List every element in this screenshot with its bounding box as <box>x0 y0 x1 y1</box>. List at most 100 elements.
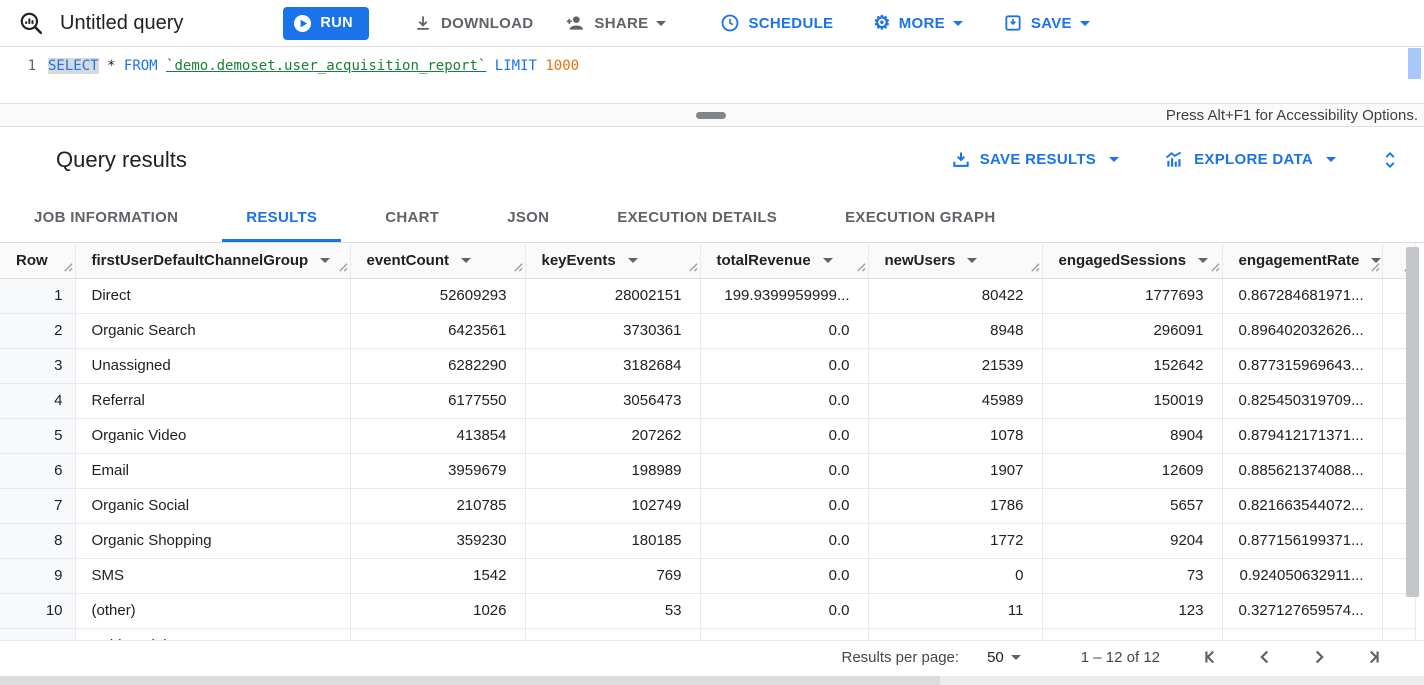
column-header-Row[interactable]: Row <box>0 243 76 279</box>
next-page-button[interactable] <box>1308 646 1330 668</box>
table-cell: 207262 <box>525 418 701 454</box>
sql-editor[interactable]: 1 SELECT * FROM `demo.demoset.user_acqui… <box>0 47 1424 103</box>
table-cell: 1.0 <box>1222 628 1383 640</box>
explore-data-label: EXPLORE DATA <box>1194 151 1313 168</box>
table-cell: 198989 <box>525 453 701 489</box>
table-cell: 15 <box>1042 628 1223 640</box>
row-number-cell: 8 <box>0 523 76 559</box>
column-header-newUsers[interactable]: newUsers <box>868 243 1043 279</box>
query-magnifier-icon <box>20 12 43 35</box>
tab-json[interactable]: JSON <box>507 208 550 226</box>
results-title: Query results <box>56 146 187 172</box>
page-size-select[interactable]: 50 <box>987 649 1021 666</box>
column-menu-caret-icon[interactable] <box>967 257 978 263</box>
table-cell: 937 <box>350 628 526 640</box>
table-cell: 12609 <box>1042 453 1223 489</box>
column-header-engagedSessions[interactable]: engagedSessions <box>1042 243 1223 279</box>
person-add-icon <box>567 16 584 30</box>
explore-data-button[interactable]: EXPLORE DATA <box>1163 150 1336 170</box>
chevron-down-icon <box>1079 20 1090 26</box>
table-cell: Direct <box>75 278 351 314</box>
table-row: 5 Organic Video 413854 207262 0.0 1078 8904 0.8… <box>0 418 1416 454</box>
table-cell: 52609293 <box>350 278 526 314</box>
save-button[interactable]: SAVE <box>1003 13 1090 33</box>
horizontal-scrollbar-thumb[interactable] <box>0 676 940 685</box>
editor-scrollbar-thumb[interactable] <box>1408 48 1421 79</box>
table-cell: 123 <box>1042 593 1223 629</box>
column-menu-caret-icon[interactable] <box>822 257 833 263</box>
table-cell: 3056473 <box>525 383 701 419</box>
column-resize-handle-icon[interactable] <box>1209 261 1220 272</box>
table-cell: 3182684 <box>525 348 701 384</box>
column-resize-handle-icon[interactable] <box>337 261 348 272</box>
run-button[interactable]: RUN <box>283 6 370 40</box>
table-cell: 199.9399959999... <box>700 278 869 314</box>
table-row: 4 Referral 6177550 3056473 0.0 45989 150019 0.8… <box>0 383 1416 419</box>
column-header-totalRevenue[interactable]: totalRevenue <box>700 243 869 279</box>
table-cell: 413854 <box>350 418 526 454</box>
column-resize-handle-icon[interactable] <box>687 261 698 272</box>
column-menu-caret-icon[interactable] <box>320 257 331 263</box>
table-header-row: Row firstUserDefaultChannelGroup eventCoun… <box>0 243 1416 279</box>
column-header-firstUserDefaultChannelGroup[interactable]: firstUserDefaultChannelGroup <box>75 243 351 279</box>
table-cell: 73 <box>1042 558 1223 594</box>
column-resize-handle-icon[interactable] <box>62 261 73 272</box>
first-page-button[interactable] <box>1200 646 1222 668</box>
table-cell: 0.0 <box>700 558 869 594</box>
save-results-button[interactable]: SAVE RESULTS <box>951 150 1120 170</box>
chevron-right-icon <box>1315 650 1324 664</box>
tab-results[interactable]: RESULTS <box>212 192 351 242</box>
sql-table-reference-link[interactable]: `demo.demoset.user_acquisition_report` <box>166 58 487 74</box>
sql-code-line[interactable]: SELECT * FROM `demo.demoset.user_acquisi… <box>48 56 579 76</box>
column-header-engagementRate[interactable]: engagementRate <box>1222 243 1383 279</box>
table-cell: 0.0 <box>700 313 869 349</box>
previous-page-button[interactable] <box>1254 646 1276 668</box>
download-icon <box>417 16 429 30</box>
table-cell: 0.885621374088... <box>1222 453 1383 489</box>
column-label: keyEvents <box>541 251 616 269</box>
query-toolbar: Untitled query RUN DOWNLOAD SHARE <box>0 0 1424 47</box>
column-menu-caret-icon[interactable] <box>1371 257 1381 263</box>
table-cell: 0.0 <box>700 453 869 489</box>
download-button[interactable]: DOWNLOAD <box>413 13 533 33</box>
table-cell: 180185 <box>525 523 701 559</box>
page-range-label: 1 – 12 of 12 <box>1080 648 1160 666</box>
share-button[interactable]: SHARE <box>565 13 667 33</box>
chevron-down-icon <box>656 20 667 26</box>
table-cell: 53 <box>525 593 701 629</box>
table-cell: 0.924050632911... <box>1222 558 1383 594</box>
table-row: 8 Organic Shopping 359230 180185 0.0 1772 9204… <box>0 523 1416 559</box>
table-cell-stub <box>1382 593 1416 629</box>
sql-star: * <box>107 58 116 74</box>
column-resize-handle-icon[interactable] <box>512 261 523 272</box>
table-cell-stub <box>1382 628 1416 640</box>
expand-panel-button[interactable] <box>1380 149 1400 171</box>
column-menu-caret-icon[interactable] <box>461 257 471 263</box>
table-row: 6 Email 3959679 198989 0.0 1907 12609 0.8856213… <box>0 453 1416 489</box>
table-cell: 769 <box>525 558 701 594</box>
tab-job-information[interactable]: JOB INFORMATION <box>34 208 179 226</box>
column-resize-handle-icon[interactable] <box>1369 261 1380 272</box>
column-menu-caret-icon[interactable] <box>627 257 638 263</box>
column-header-eventCount[interactable]: eventCount <box>350 243 526 279</box>
table-row: 1 Direct 52609293 28002151 199.9399959999...… <box>0 278 1416 314</box>
column-resize-handle-icon[interactable] <box>1029 261 1040 272</box>
panel-resize-handle[interactable] <box>696 112 726 119</box>
table-cell: 45989 <box>868 383 1043 419</box>
more-button[interactable]: ⚙ MORE <box>873 14 963 33</box>
column-menu-caret-icon[interactable] <box>1198 257 1209 263</box>
last-page-button[interactable] <box>1362 646 1384 668</box>
tab-execution-details[interactable]: EXECUTION DETAILS <box>617 208 778 226</box>
row-number-cell: 9 <box>0 558 76 594</box>
table-cell: 1026 <box>350 593 526 629</box>
tab-execution-graph[interactable]: EXECUTION GRAPH <box>845 208 996 226</box>
table-cell: Unassigned <box>75 348 351 384</box>
schedule-button[interactable]: SCHEDULE <box>720 13 833 33</box>
table-cell: 0.0 <box>700 523 869 559</box>
table-vertical-scrollbar-thumb[interactable] <box>1406 247 1419 597</box>
table-row: 3 Unassigned 6282290 3182684 0.0 21539 152642 0… <box>0 348 1416 384</box>
column-header-keyEvents[interactable]: keyEvents <box>525 243 701 279</box>
column-resize-handle-icon[interactable] <box>855 261 866 272</box>
table-cell: 0.825450319709... <box>1222 383 1383 419</box>
tab-chart[interactable]: CHART <box>385 208 440 226</box>
